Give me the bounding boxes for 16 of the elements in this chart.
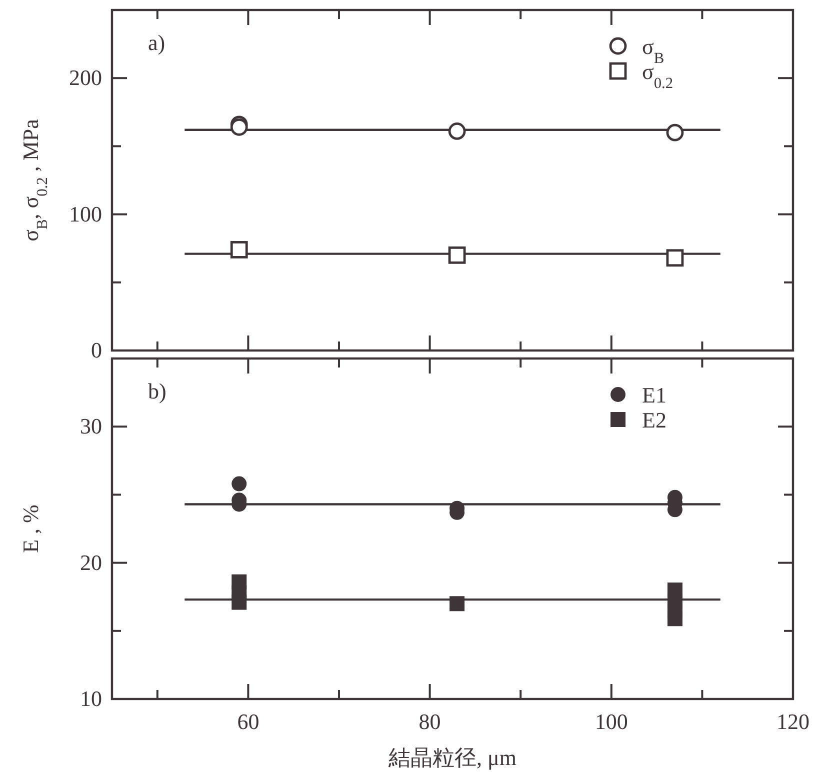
y-tick-label: 0 [91, 338, 102, 362]
y-tick-label: 20 [80, 550, 102, 575]
legend-label: E1 [642, 382, 666, 408]
x-tick-label: 80 [418, 709, 441, 734]
x-tick-label: 60 [237, 709, 260, 734]
y-tick-label: 200 [69, 65, 102, 90]
y-tick-label: 100 [69, 201, 102, 226]
y-tick-label: 30 [80, 414, 102, 439]
annotation: a) [148, 30, 166, 55]
annotation: b) [148, 378, 166, 404]
x-axis-title: 結晶粒径, μm [388, 745, 516, 770]
legend-label: E2 [642, 408, 666, 432]
x-tick-label: 100 [594, 709, 628, 734]
y-axis-title: E , % [18, 504, 43, 553]
x-tick-label: 120 [776, 709, 810, 734]
y-tick-label: 10 [80, 686, 102, 711]
